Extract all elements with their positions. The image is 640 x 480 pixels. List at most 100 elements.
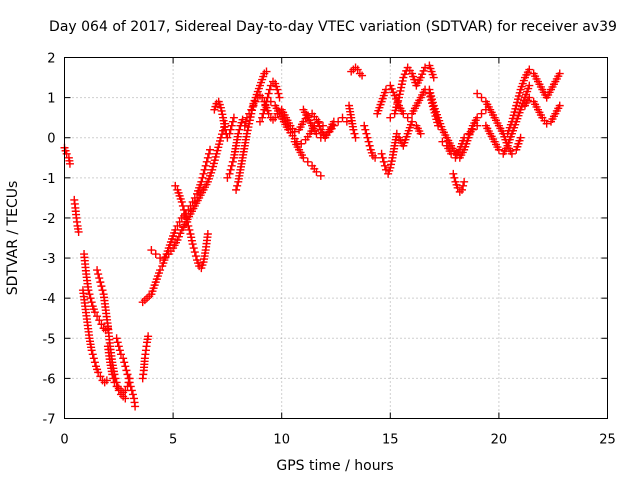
axis-ticks: 0 5 10 15 20 25 -7 -6 -5 -4 -3 -2 -1 0 1 2 — [43, 52, 616, 448]
data-point — [516, 133, 525, 142]
data-point — [247, 105, 256, 114]
data-point — [160, 254, 169, 263]
data-point — [227, 161, 236, 170]
data-point — [362, 129, 371, 138]
data-point — [303, 157, 312, 166]
x-tick-label: 20 — [491, 433, 508, 448]
data-point — [109, 374, 118, 383]
data-point — [191, 252, 200, 261]
y-axis-label: SDTVAR / TECUs — [5, 181, 21, 296]
data-point — [438, 137, 447, 146]
data-point — [178, 201, 187, 210]
data-point — [115, 346, 124, 355]
y-tick-label: 0 — [47, 132, 55, 147]
data-point — [89, 354, 98, 363]
y-tick-label: -5 — [43, 332, 56, 347]
data-point — [87, 346, 96, 355]
data-point — [334, 117, 343, 126]
data-point — [87, 298, 96, 307]
data-point — [259, 109, 268, 118]
data-point — [188, 197, 197, 206]
data-point — [121, 394, 130, 403]
data-point — [542, 119, 551, 128]
x-axis-label: GPS time / hours — [276, 458, 393, 474]
data-point — [494, 145, 503, 154]
data-point — [379, 157, 388, 166]
data-point — [251, 97, 260, 106]
data-point — [225, 169, 234, 178]
data-point — [125, 378, 134, 387]
data-point — [450, 173, 459, 182]
data-point — [255, 117, 264, 126]
data-point — [203, 229, 212, 238]
data-point — [273, 85, 282, 94]
data-point — [403, 113, 412, 122]
data-point — [447, 149, 456, 158]
data-point — [97, 320, 106, 329]
data-point — [126, 382, 135, 391]
data-point — [263, 93, 272, 102]
data-point — [144, 332, 153, 341]
data-point — [460, 177, 469, 186]
data-point — [453, 183, 462, 192]
data-point — [95, 316, 104, 325]
data-point — [408, 117, 417, 126]
y-tick-label: 2 — [47, 52, 55, 67]
data-point — [525, 65, 534, 74]
data-point — [392, 129, 401, 138]
data-point — [131, 402, 140, 411]
data-point — [386, 113, 395, 122]
data-point — [266, 81, 275, 90]
data-point — [290, 127, 299, 136]
data-point — [151, 250, 160, 259]
data-point — [182, 213, 191, 222]
data-point — [449, 169, 458, 178]
data-point — [156, 266, 165, 275]
data-point — [360, 121, 369, 130]
data-point — [93, 266, 102, 275]
data-point — [65, 159, 74, 168]
data-point — [525, 81, 534, 90]
data-point — [198, 173, 207, 182]
data-point — [473, 113, 482, 122]
data-point — [365, 141, 374, 150]
y-tick-label: 1 — [47, 92, 55, 107]
data-point — [96, 278, 105, 287]
data-point — [84, 286, 93, 295]
data-point — [171, 181, 180, 190]
data-point — [120, 358, 129, 367]
data-point — [234, 129, 243, 138]
data-point — [312, 129, 321, 138]
data-point — [228, 157, 237, 166]
x-tick-label: 15 — [382, 433, 399, 448]
data-point — [258, 113, 267, 122]
data-point — [200, 165, 209, 174]
data-point — [223, 133, 232, 142]
data-point — [183, 217, 192, 226]
data-point — [316, 171, 325, 180]
data-point — [321, 131, 330, 140]
data-point — [128, 390, 137, 399]
data-point — [380, 161, 389, 170]
data-point — [119, 354, 128, 363]
data-point — [232, 185, 241, 194]
data-point — [240, 121, 249, 130]
data-point — [416, 129, 425, 138]
data-point — [342, 117, 351, 126]
data-point — [421, 63, 430, 72]
data-point — [235, 125, 244, 134]
data-point — [242, 113, 251, 122]
data-point — [555, 101, 564, 110]
data-point — [260, 105, 269, 114]
data-point — [127, 386, 136, 395]
data-point — [226, 165, 235, 174]
data-point — [147, 246, 156, 255]
data-point — [206, 145, 215, 154]
data-point — [361, 125, 370, 134]
data-point — [316, 133, 325, 142]
data-point — [94, 368, 103, 377]
data-point — [85, 290, 94, 299]
data-point — [338, 113, 347, 122]
data-point — [473, 121, 482, 130]
